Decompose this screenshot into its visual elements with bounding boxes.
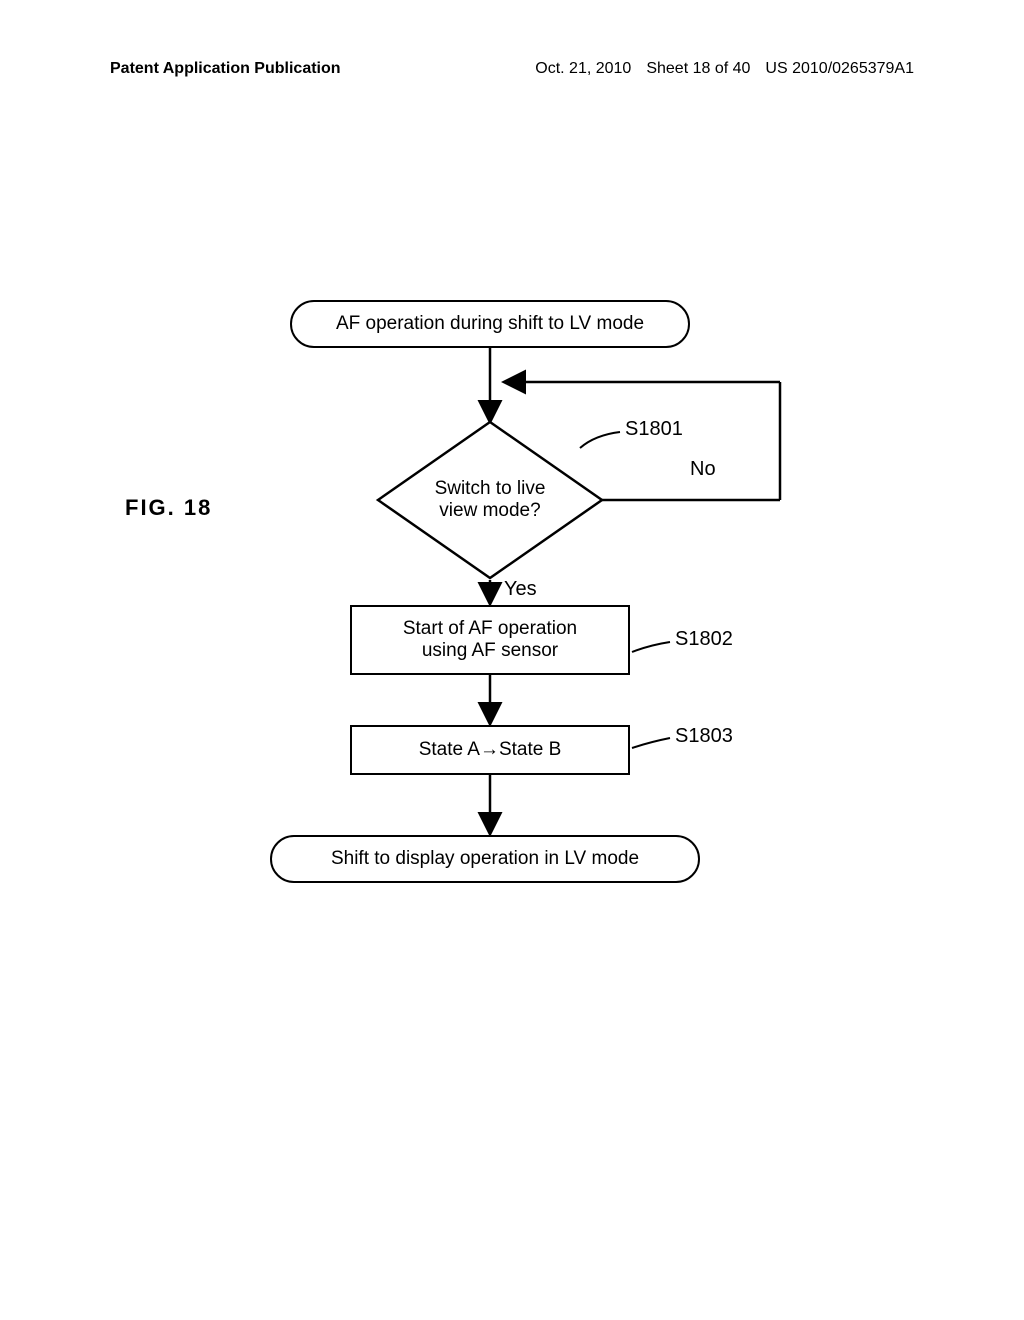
flowchart-start: AF operation during shift to LV mode <box>290 300 690 348</box>
process-af-sensor: Start of AF operation using AF sensor <box>350 605 630 675</box>
process-state-change: State A→State B <box>350 725 630 775</box>
header-sheet: Sheet 18 of 40 <box>646 60 750 78</box>
flowchart-diagram: AF operation during shift to LV mode Swi… <box>250 300 900 950</box>
flowchart-end: Shift to display operation in LV mode <box>270 835 700 883</box>
header-pubnum: US 2010/0265379A1 <box>765 60 914 78</box>
figure-label: FIG. 18 <box>125 495 212 521</box>
process1-text: Start of AF operation using AF sensor <box>403 618 577 662</box>
header-publication: Patent Application Publication <box>110 60 341 78</box>
step-ref-s1803: S1803 <box>675 725 733 748</box>
header-date: Oct. 21, 2010 <box>535 60 631 78</box>
end-text: Shift to display operation in LV mode <box>331 848 639 870</box>
step-ref-s1801: S1801 <box>625 418 683 441</box>
header-right: Oct. 21, 2010 Sheet 18 of 40 US 2010/026… <box>535 60 914 78</box>
start-text: AF operation during shift to LV mode <box>336 313 644 335</box>
page-header: Patent Application Publication Oct. 21, … <box>110 60 914 78</box>
step-ref-s1802: S1802 <box>675 628 733 651</box>
decision-yes-label: Yes <box>504 578 537 601</box>
process2-text: State A→State B <box>419 739 562 761</box>
decision-no-label: No <box>690 458 716 481</box>
decision-text: Switch to live view mode? <box>390 478 590 522</box>
